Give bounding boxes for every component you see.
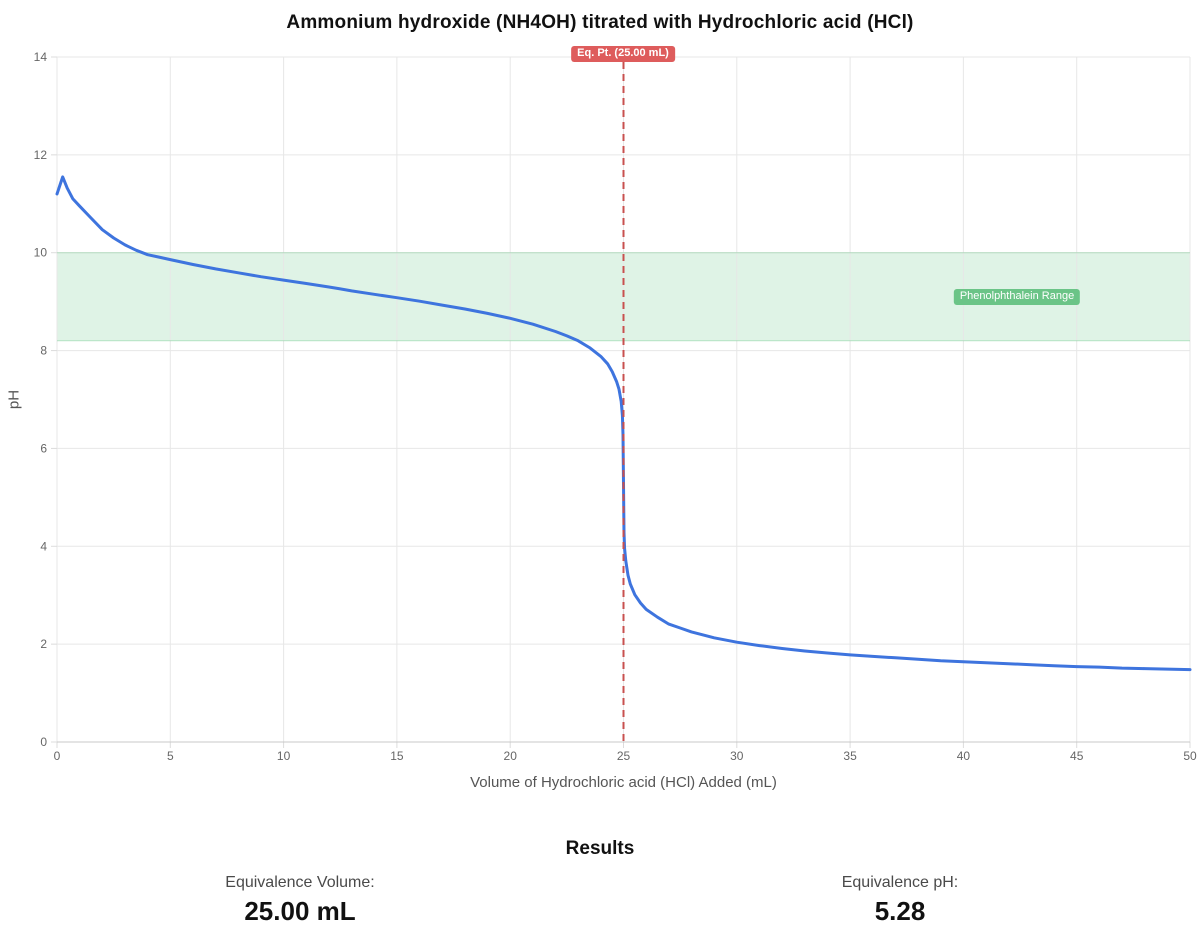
- y-tick-label: 8: [40, 344, 47, 358]
- x-tick-label: 15: [390, 749, 404, 763]
- y-tick-label: 10: [34, 246, 48, 260]
- y-tick-label: 14: [34, 50, 48, 64]
- x-tick-label: 30: [730, 749, 744, 763]
- x-tick-label: 50: [1183, 749, 1197, 763]
- x-tick-label: 40: [957, 749, 971, 763]
- x-tick-label: 45: [1070, 749, 1084, 763]
- y-tick-label: 4: [40, 539, 47, 553]
- equivalence-ph-value: 5.28: [874, 896, 926, 926]
- y-tick-label: 0: [40, 735, 47, 749]
- equivalence-volume-label: Equivalence Volume:: [225, 874, 375, 891]
- equivalence-volume-result: Equivalence Volume: 25.00 mL: [0, 874, 600, 927]
- x-tick-label: 25: [617, 749, 631, 763]
- equivalence-ph-label: Equivalence pH:: [841, 874, 959, 891]
- equivalence-volume-value: 25.00 mL: [244, 896, 356, 926]
- y-tick-label: 6: [40, 441, 47, 455]
- x-tick-label: 0: [54, 749, 61, 763]
- equivalence-point-badge: Eq. Pt. (25.00 mL): [571, 46, 675, 62]
- phenolphthalein-range-badge: Phenolphthalein Range: [953, 289, 1081, 305]
- x-tick-label: 35: [843, 749, 857, 763]
- chart-title: Ammonium hydroxide (NH4OH) titrated with…: [286, 12, 914, 33]
- results-section: Results Equivalence Volume: 25.00 mL Equ…: [0, 838, 1200, 927]
- y-axis-title: pH: [5, 389, 23, 410]
- y-tick-label: 12: [34, 148, 48, 162]
- results-heading: Results: [565, 838, 635, 859]
- titration-curve: [55, 175, 1192, 672]
- titration-chart[interactable]: 0 5 10 15 20 25 30 35 40 45 50 0 2 4 6 8 10 12 14 Eq. Pt. …: [0, 0, 1200, 791]
- chart-canvas[interactable]: 0 5 10 15 20 25 30 35 40 45 50 0 2 4 6 8 10 12 14: [0, 0, 1200, 770]
- results-columns: Equivalence Volume: 25.00 mL Equivalence…: [0, 874, 1200, 927]
- x-tick-label: 5: [167, 749, 174, 763]
- x-tick-label: 20: [504, 749, 518, 763]
- equivalence-ph-result: Equivalence pH: 5.28: [600, 874, 1200, 927]
- x-axis-title: Volume of Hydrochloric acid (HCl) Added …: [470, 774, 777, 791]
- x-tick-label: 10: [277, 749, 291, 763]
- y-tick-label: 2: [40, 637, 47, 651]
